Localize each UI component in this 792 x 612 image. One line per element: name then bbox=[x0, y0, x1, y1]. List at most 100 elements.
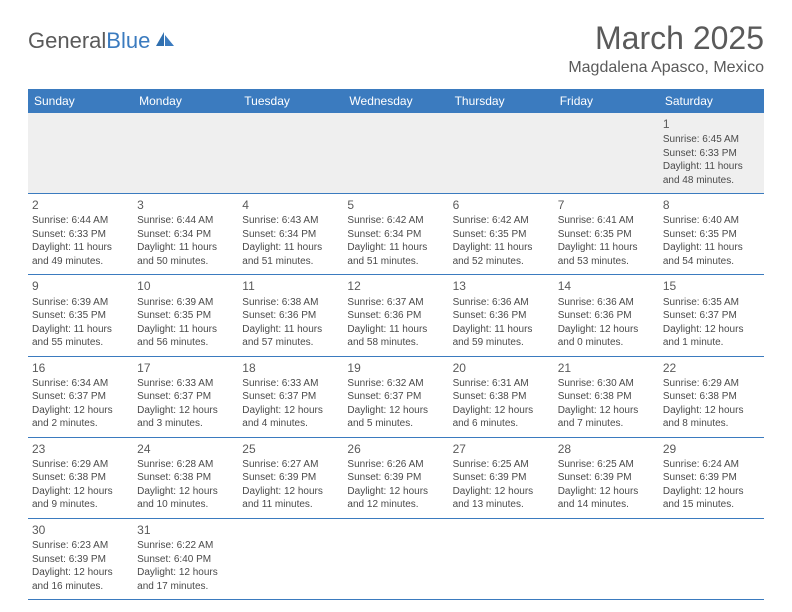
sunrise-text: Sunrise: 6:26 AM bbox=[347, 458, 444, 472]
day-number: 25 bbox=[242, 441, 339, 457]
daylight-text: Daylight: 11 hours and 51 minutes. bbox=[347, 241, 444, 268]
calendar-day bbox=[554, 113, 659, 194]
sunset-text: Sunset: 6:38 PM bbox=[137, 471, 234, 485]
brand-logo: GeneralBlue bbox=[28, 20, 176, 54]
sunset-text: Sunset: 6:39 PM bbox=[453, 471, 550, 485]
sunrise-text: Sunrise: 6:41 AM bbox=[558, 214, 655, 228]
day-number: 21 bbox=[558, 360, 655, 376]
day-number: 3 bbox=[137, 197, 234, 213]
day-number: 23 bbox=[32, 441, 129, 457]
calendar-day: 29Sunrise: 6:24 AMSunset: 6:39 PMDayligh… bbox=[659, 437, 764, 518]
day-number: 15 bbox=[663, 278, 760, 294]
daylight-text: Daylight: 11 hours and 52 minutes. bbox=[453, 241, 550, 268]
daylight-text: Daylight: 12 hours and 5 minutes. bbox=[347, 404, 444, 431]
calendar-day: 28Sunrise: 6:25 AMSunset: 6:39 PMDayligh… bbox=[554, 437, 659, 518]
sunset-text: Sunset: 6:37 PM bbox=[32, 390, 129, 404]
calendar-day: 6Sunrise: 6:42 AMSunset: 6:35 PMDaylight… bbox=[449, 194, 554, 275]
brand-part2: Blue bbox=[106, 28, 150, 54]
sunset-text: Sunset: 6:39 PM bbox=[32, 553, 129, 567]
day-number: 24 bbox=[137, 441, 234, 457]
calendar-day: 10Sunrise: 6:39 AMSunset: 6:35 PMDayligh… bbox=[133, 275, 238, 356]
day-number: 6 bbox=[453, 197, 550, 213]
day-number: 16 bbox=[32, 360, 129, 376]
sunrise-text: Sunrise: 6:27 AM bbox=[242, 458, 339, 472]
daylight-text: Daylight: 12 hours and 17 minutes. bbox=[137, 566, 234, 593]
day-number: 31 bbox=[137, 522, 234, 538]
sunset-text: Sunset: 6:36 PM bbox=[558, 309, 655, 323]
day-header: Wednesday bbox=[343, 89, 448, 113]
sunrise-text: Sunrise: 6:33 AM bbox=[137, 377, 234, 391]
calendar-day: 4Sunrise: 6:43 AMSunset: 6:34 PMDaylight… bbox=[238, 194, 343, 275]
sunrise-text: Sunrise: 6:28 AM bbox=[137, 458, 234, 472]
daylight-text: Daylight: 12 hours and 4 minutes. bbox=[242, 404, 339, 431]
calendar-day: 7Sunrise: 6:41 AMSunset: 6:35 PMDaylight… bbox=[554, 194, 659, 275]
day-header: Friday bbox=[554, 89, 659, 113]
calendar-day bbox=[343, 518, 448, 599]
daylight-text: Daylight: 12 hours and 13 minutes. bbox=[453, 485, 550, 512]
calendar-day: 19Sunrise: 6:32 AMSunset: 6:37 PMDayligh… bbox=[343, 356, 448, 437]
sunrise-text: Sunrise: 6:44 AM bbox=[137, 214, 234, 228]
sunset-text: Sunset: 6:33 PM bbox=[32, 228, 129, 242]
calendar-day: 8Sunrise: 6:40 AMSunset: 6:35 PMDaylight… bbox=[659, 194, 764, 275]
daylight-text: Daylight: 11 hours and 54 minutes. bbox=[663, 241, 760, 268]
day-number: 2 bbox=[32, 197, 129, 213]
sunset-text: Sunset: 6:33 PM bbox=[663, 147, 760, 161]
sunrise-text: Sunrise: 6:35 AM bbox=[663, 296, 760, 310]
day-number: 5 bbox=[347, 197, 444, 213]
sunrise-text: Sunrise: 6:33 AM bbox=[242, 377, 339, 391]
daylight-text: Daylight: 11 hours and 57 minutes. bbox=[242, 323, 339, 350]
calendar-day: 23Sunrise: 6:29 AMSunset: 6:38 PMDayligh… bbox=[28, 437, 133, 518]
sunrise-text: Sunrise: 6:24 AM bbox=[663, 458, 760, 472]
day-header: Saturday bbox=[659, 89, 764, 113]
daylight-text: Daylight: 12 hours and 6 minutes. bbox=[453, 404, 550, 431]
daylight-text: Daylight: 12 hours and 16 minutes. bbox=[32, 566, 129, 593]
sunset-text: Sunset: 6:37 PM bbox=[663, 309, 760, 323]
location-text: Magdalena Apasco, Mexico bbox=[568, 59, 764, 77]
sunset-text: Sunset: 6:34 PM bbox=[347, 228, 444, 242]
sunrise-text: Sunrise: 6:29 AM bbox=[663, 377, 760, 391]
sunrise-text: Sunrise: 6:31 AM bbox=[453, 377, 550, 391]
calendar-day bbox=[343, 113, 448, 194]
calendar-day bbox=[238, 113, 343, 194]
sunset-text: Sunset: 6:34 PM bbox=[137, 228, 234, 242]
calendar-table: SundayMondayTuesdayWednesdayThursdayFrid… bbox=[28, 89, 764, 600]
day-number: 13 bbox=[453, 278, 550, 294]
sunrise-text: Sunrise: 6:45 AM bbox=[663, 133, 760, 147]
day-number: 11 bbox=[242, 278, 339, 294]
month-title: March 2025 bbox=[568, 20, 764, 57]
sunrise-text: Sunrise: 6:30 AM bbox=[558, 377, 655, 391]
sunset-text: Sunset: 6:38 PM bbox=[453, 390, 550, 404]
daylight-text: Daylight: 12 hours and 14 minutes. bbox=[558, 485, 655, 512]
calendar-day: 25Sunrise: 6:27 AMSunset: 6:39 PMDayligh… bbox=[238, 437, 343, 518]
calendar-day: 21Sunrise: 6:30 AMSunset: 6:38 PMDayligh… bbox=[554, 356, 659, 437]
calendar-week: 30Sunrise: 6:23 AMSunset: 6:39 PMDayligh… bbox=[28, 518, 764, 599]
title-block: March 2025 Magdalena Apasco, Mexico bbox=[568, 20, 764, 77]
daylight-text: Daylight: 12 hours and 3 minutes. bbox=[137, 404, 234, 431]
calendar-day bbox=[554, 518, 659, 599]
sunset-text: Sunset: 6:38 PM bbox=[558, 390, 655, 404]
day-number: 7 bbox=[558, 197, 655, 213]
sunset-text: Sunset: 6:39 PM bbox=[558, 471, 655, 485]
sunrise-text: Sunrise: 6:39 AM bbox=[32, 296, 129, 310]
daylight-text: Daylight: 11 hours and 49 minutes. bbox=[32, 241, 129, 268]
sunrise-text: Sunrise: 6:36 AM bbox=[453, 296, 550, 310]
calendar-day: 15Sunrise: 6:35 AMSunset: 6:37 PMDayligh… bbox=[659, 275, 764, 356]
calendar-day: 3Sunrise: 6:44 AMSunset: 6:34 PMDaylight… bbox=[133, 194, 238, 275]
sunset-text: Sunset: 6:37 PM bbox=[137, 390, 234, 404]
sunrise-text: Sunrise: 6:43 AM bbox=[242, 214, 339, 228]
daylight-text: Daylight: 11 hours and 48 minutes. bbox=[663, 160, 760, 187]
sunset-text: Sunset: 6:40 PM bbox=[137, 553, 234, 567]
sunrise-text: Sunrise: 6:37 AM bbox=[347, 296, 444, 310]
day-number: 29 bbox=[663, 441, 760, 457]
daylight-text: Daylight: 11 hours and 51 minutes. bbox=[242, 241, 339, 268]
day-number: 26 bbox=[347, 441, 444, 457]
calendar-day: 5Sunrise: 6:42 AMSunset: 6:34 PMDaylight… bbox=[343, 194, 448, 275]
sunset-text: Sunset: 6:35 PM bbox=[663, 228, 760, 242]
calendar-day bbox=[238, 518, 343, 599]
sunrise-text: Sunrise: 6:39 AM bbox=[137, 296, 234, 310]
calendar-week: 23Sunrise: 6:29 AMSunset: 6:38 PMDayligh… bbox=[28, 437, 764, 518]
calendar-day: 30Sunrise: 6:23 AMSunset: 6:39 PMDayligh… bbox=[28, 518, 133, 599]
sunset-text: Sunset: 6:36 PM bbox=[453, 309, 550, 323]
calendar-day: 31Sunrise: 6:22 AMSunset: 6:40 PMDayligh… bbox=[133, 518, 238, 599]
calendar-day bbox=[28, 113, 133, 194]
